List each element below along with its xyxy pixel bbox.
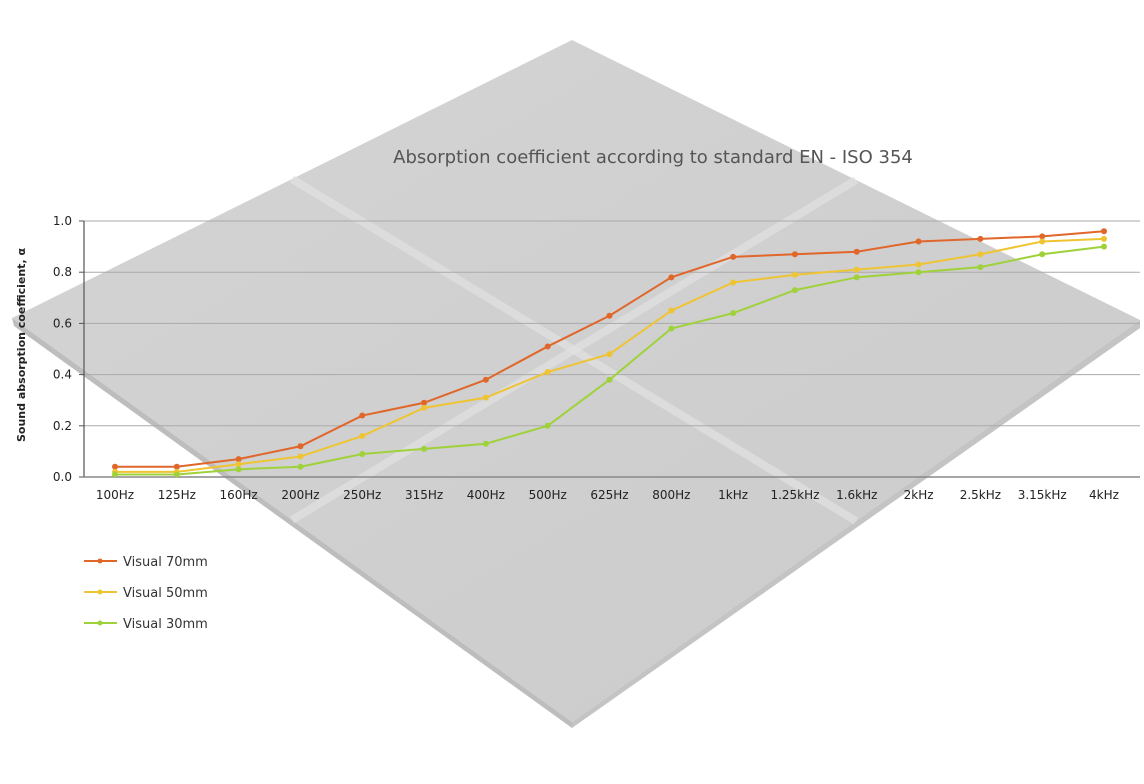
data-point[interactable] (421, 404, 428, 411)
data-point[interactable] (112, 471, 118, 478)
y-axis-label: Sound absorption coefficient, α (15, 248, 28, 442)
data-point[interactable] (297, 463, 304, 470)
data-point[interactable] (730, 310, 737, 317)
x-tick-label: 1kHz (718, 488, 748, 502)
series-visual-70mm (112, 228, 1107, 470)
y-tick-label: 0.6 (53, 316, 72, 330)
data-point[interactable] (359, 433, 366, 440)
x-tick-label: 1.6kHz (836, 488, 877, 502)
x-tick-label: 315Hz (405, 488, 443, 502)
data-point[interactable] (730, 279, 737, 286)
data-point[interactable] (730, 253, 737, 260)
data-point[interactable] (791, 287, 798, 294)
data-point[interactable] (915, 238, 922, 245)
data-point[interactable] (1039, 251, 1046, 258)
data-point[interactable] (915, 261, 922, 268)
data-point[interactable] (1039, 233, 1046, 240)
data-point[interactable] (791, 271, 798, 278)
data-point[interactable] (606, 351, 613, 358)
data-point[interactable] (544, 422, 551, 429)
data-point[interactable] (173, 471, 180, 478)
x-tick-label: 125Hz (158, 488, 196, 502)
data-point[interactable] (977, 264, 984, 271)
legend-item[interactable]: Visual 70mm (84, 555, 208, 570)
y-tick-label: 0.8 (53, 265, 72, 279)
data-point[interactable] (977, 235, 984, 242)
data-point[interactable] (668, 274, 675, 281)
data-point[interactable] (606, 376, 613, 383)
x-tick-label: 500Hz (529, 488, 567, 502)
data-point[interactable] (112, 463, 118, 470)
data-point[interactable] (482, 394, 489, 401)
x-tick-label: 2kHz (904, 488, 934, 502)
data-point[interactable] (668, 325, 675, 332)
data-point[interactable] (482, 376, 489, 383)
x-tick-label: 200Hz (281, 488, 319, 502)
data-point[interactable] (235, 456, 242, 463)
legend-label: Visual 70mm (123, 555, 208, 570)
x-tick-label: 250Hz (343, 488, 381, 502)
legend-marker-icon (97, 589, 103, 595)
x-tick-label: 2.5kHz (960, 488, 1001, 502)
data-point[interactable] (1101, 228, 1107, 235)
y-tick-label: 0.0 (53, 470, 72, 484)
data-point[interactable] (1101, 235, 1107, 242)
legend-label: Visual 50mm (123, 586, 208, 601)
legend-label: Visual 30mm (123, 617, 208, 632)
data-point[interactable] (173, 463, 180, 470)
legend-marker-icon (97, 620, 103, 626)
y-tick-label: 0.4 (53, 368, 72, 382)
x-tick-label: 100Hz (96, 488, 134, 502)
series-line (115, 245, 1105, 476)
x-tick-label: 400Hz (467, 488, 505, 502)
data-point[interactable] (915, 269, 922, 276)
data-point[interactable] (977, 251, 984, 258)
data-point[interactable] (235, 461, 242, 468)
y-tick-label: 1.0 (53, 214, 72, 228)
data-point[interactable] (235, 466, 242, 473)
x-tick-label: 1.25kHz (770, 488, 819, 502)
data-point[interactable] (544, 343, 551, 350)
y-tick-label: 0.2 (53, 419, 72, 433)
data-point[interactable] (606, 312, 613, 319)
x-tick-label: 625Hz (590, 488, 628, 502)
data-point[interactable] (421, 445, 428, 452)
x-tick-label: 800Hz (652, 488, 690, 502)
data-point[interactable] (297, 443, 304, 450)
data-point[interactable] (544, 369, 551, 376)
data-point[interactable] (297, 453, 304, 460)
data-point[interactable] (482, 440, 489, 447)
data-point[interactable] (668, 307, 675, 314)
data-point[interactable] (853, 248, 860, 255)
x-tick-label: 4kHz (1089, 488, 1119, 502)
data-point[interactable] (421, 399, 428, 406)
legend-item[interactable]: Visual 50mm (84, 586, 208, 601)
data-point[interactable] (359, 412, 366, 419)
legend-item[interactable]: Visual 30mm (84, 617, 208, 632)
data-point[interactable] (359, 450, 366, 457)
x-tick-label: 160Hz (220, 488, 258, 502)
data-point[interactable] (853, 274, 860, 281)
data-point[interactable] (853, 266, 860, 273)
chart-title: Absorption coefficient according to stan… (393, 147, 913, 168)
x-tick-label: 3.15kHz (1018, 488, 1067, 502)
data-point[interactable] (1039, 238, 1046, 245)
data-point[interactable] (791, 251, 798, 258)
series-line (115, 230, 1105, 468)
series-visual-30mm (112, 243, 1107, 478)
data-point[interactable] (1101, 243, 1107, 250)
legend-marker-icon (97, 558, 103, 564)
